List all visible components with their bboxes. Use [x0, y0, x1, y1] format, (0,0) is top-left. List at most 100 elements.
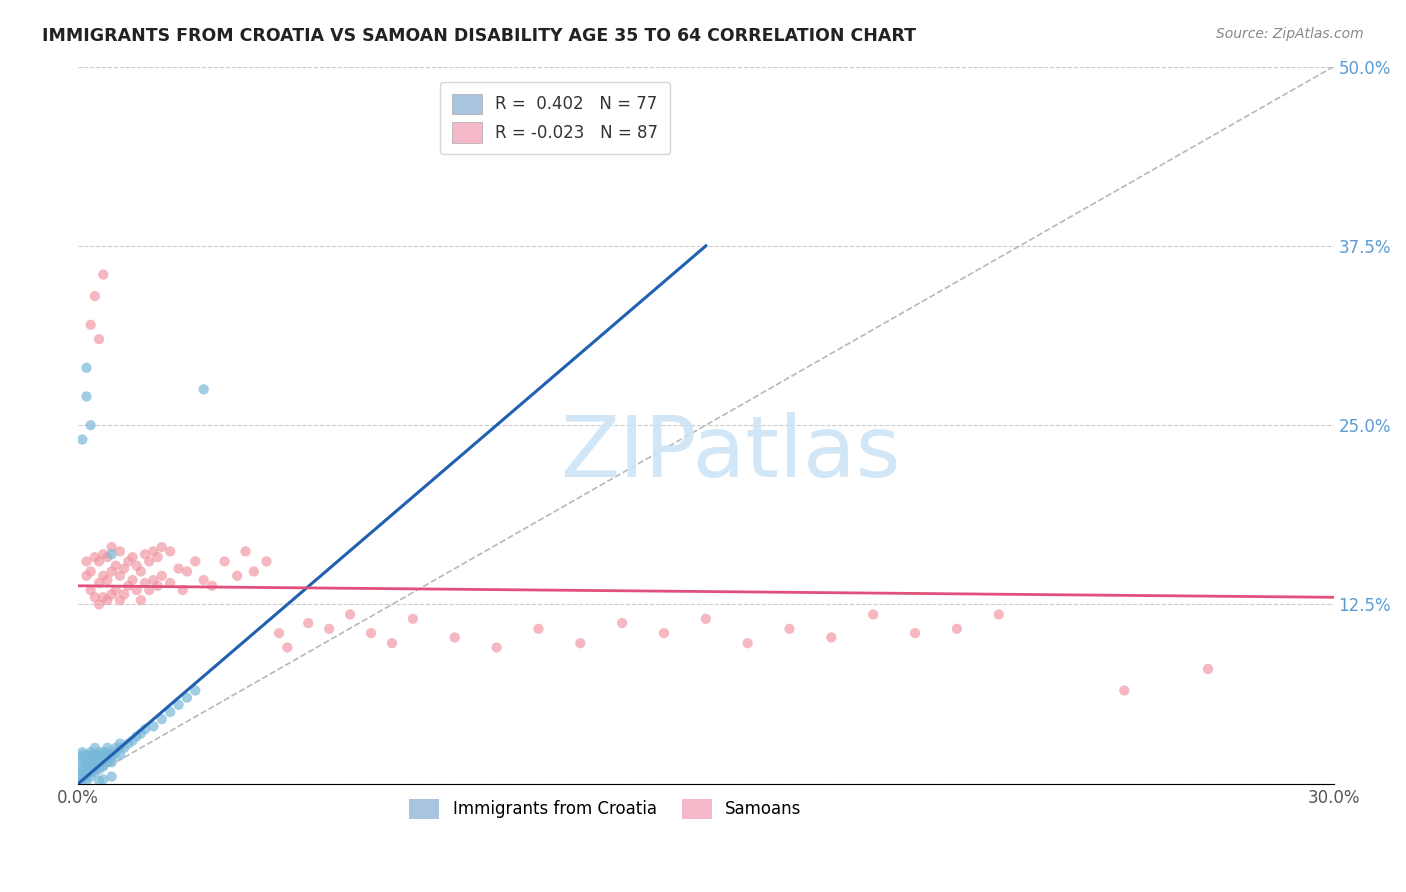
Point — [100, 565, 122, 579]
Point — [443, 631, 465, 645]
Point — [360, 626, 382, 640]
Point — [1197, 662, 1219, 676]
Point — [96, 550, 118, 565]
Point — [100, 587, 122, 601]
Point — [87, 554, 110, 568]
Point — [176, 690, 198, 705]
Point — [150, 568, 173, 582]
Point — [100, 770, 122, 784]
Point — [125, 558, 148, 573]
Point — [79, 747, 101, 762]
Point — [79, 565, 101, 579]
Text: IMMIGRANTS FROM CROATIA VS SAMOAN DISABILITY AGE 35 TO 64 CORRELATION CHART: IMMIGRANTS FROM CROATIA VS SAMOAN DISABI… — [42, 27, 917, 45]
Point — [72, 756, 94, 770]
Point — [142, 544, 165, 558]
Point — [167, 561, 190, 575]
Point — [79, 756, 101, 770]
Point — [76, 759, 98, 773]
Point — [184, 683, 207, 698]
Point — [72, 773, 94, 788]
Point — [87, 751, 110, 765]
Text: ZIPatlas: ZIPatlas — [561, 412, 901, 495]
Point — [117, 554, 139, 568]
Point — [129, 565, 152, 579]
Point — [76, 360, 98, 375]
Point — [100, 747, 122, 762]
Point — [112, 740, 135, 755]
Point — [87, 773, 110, 788]
Point — [76, 554, 98, 568]
Point — [121, 550, 143, 565]
Point — [91, 747, 114, 762]
Point — [72, 771, 94, 785]
Point — [91, 547, 114, 561]
Point — [91, 591, 114, 605]
Point — [79, 751, 101, 765]
Point — [862, 607, 884, 622]
Point — [134, 723, 156, 737]
Point — [76, 568, 98, 582]
Point — [167, 698, 190, 712]
Point — [83, 763, 105, 777]
Point — [527, 622, 550, 636]
Point — [112, 587, 135, 601]
Point — [72, 747, 94, 762]
Point — [569, 636, 592, 650]
Point — [108, 747, 131, 762]
Point — [104, 740, 127, 755]
Point — [76, 770, 98, 784]
Point — [91, 268, 114, 282]
Point — [87, 756, 110, 770]
Point — [91, 568, 114, 582]
Point — [695, 612, 717, 626]
Point — [184, 554, 207, 568]
Point — [72, 765, 94, 780]
Point — [176, 565, 198, 579]
Point — [79, 759, 101, 773]
Point — [87, 745, 110, 759]
Point — [904, 626, 927, 640]
Point — [100, 751, 122, 765]
Point — [276, 640, 298, 655]
Text: Source: ZipAtlas.com: Source: ZipAtlas.com — [1216, 27, 1364, 41]
Point — [72, 745, 94, 759]
Point — [172, 583, 194, 598]
Point — [201, 579, 224, 593]
Point — [820, 631, 842, 645]
Point — [318, 622, 340, 636]
Point — [96, 751, 118, 765]
Point — [193, 382, 215, 396]
Point — [402, 612, 425, 626]
Point — [108, 544, 131, 558]
Point — [91, 751, 114, 765]
Point — [112, 561, 135, 575]
Point — [83, 765, 105, 780]
Point — [83, 591, 105, 605]
Point — [146, 579, 169, 593]
Point — [134, 547, 156, 561]
Point — [159, 705, 181, 719]
Point — [76, 763, 98, 777]
Point — [129, 726, 152, 740]
Point — [96, 593, 118, 607]
Point — [121, 573, 143, 587]
Point — [72, 433, 94, 447]
Legend: Immigrants from Croatia, Samoans: Immigrants from Croatia, Samoans — [402, 792, 808, 826]
Point — [76, 756, 98, 770]
Point — [96, 740, 118, 755]
Point — [193, 573, 215, 587]
Point — [87, 332, 110, 346]
Point — [96, 756, 118, 770]
Point — [83, 740, 105, 755]
Point — [235, 544, 257, 558]
Point — [87, 763, 110, 777]
Point — [76, 773, 98, 788]
Point — [72, 763, 94, 777]
Point — [254, 554, 277, 568]
Point — [108, 740, 131, 755]
Point — [652, 626, 675, 640]
Point — [117, 737, 139, 751]
Point — [129, 593, 152, 607]
Point — [79, 765, 101, 780]
Point — [226, 568, 249, 582]
